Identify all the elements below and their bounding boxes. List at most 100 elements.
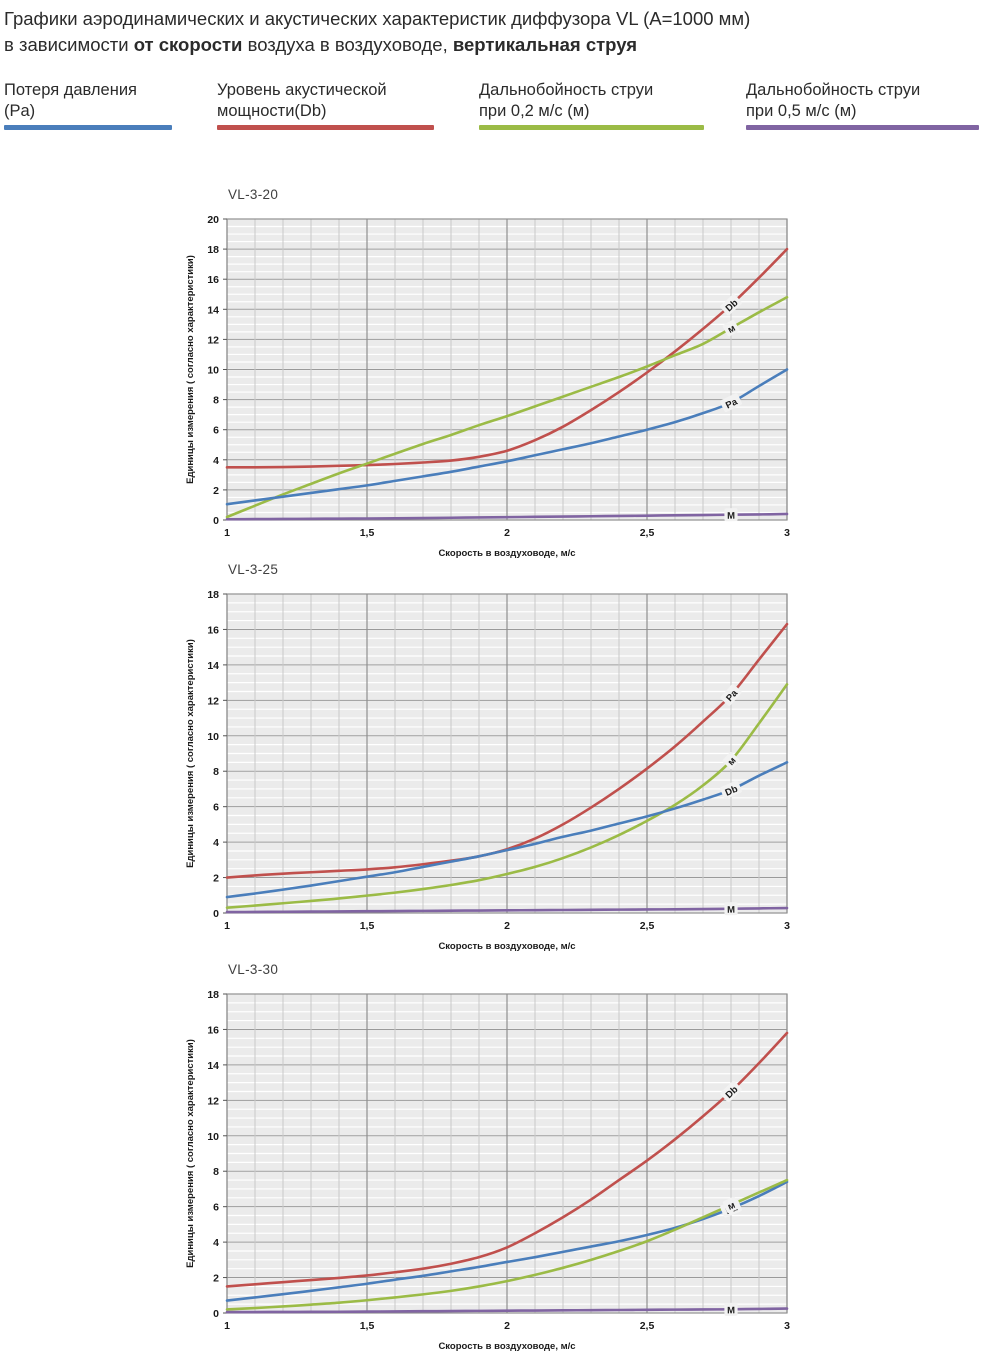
x-axis-tick-label: 2	[504, 1320, 510, 1332]
chart-block-vl-3-30: VL-3-30 0 2 4 6 8 10 12 14 16 18 1 1,5 2 2,5 3 Скорость…	[0, 960, 992, 1360]
legend-color-swatch	[4, 125, 172, 130]
y-axis-tick-label: 16	[207, 624, 219, 636]
series-line-Db	[225, 761, 789, 899]
legend-color-swatch	[479, 125, 704, 130]
series-label-background	[720, 393, 742, 413]
series-line-м	[225, 683, 789, 909]
x-axis-tick-label: 2,5	[640, 527, 655, 539]
x-axis-tick-label: 2	[504, 527, 510, 539]
series-end-label-Db: Db	[720, 780, 742, 799]
y-axis-tick-label: 0	[213, 515, 219, 527]
y-axis-tick-label: 0	[213, 908, 219, 920]
y-axis-tick-label: 18	[207, 989, 219, 1001]
series-line-Db	[225, 247, 789, 469]
series-label-text: М	[727, 1305, 735, 1316]
series-label-background	[724, 1302, 738, 1316]
y-axis-tick-label: 18	[207, 244, 219, 256]
title-line-2-part2: воздуха в воздуховоде,	[242, 34, 453, 55]
y-axis-tick-label: 16	[207, 274, 219, 286]
series-end-label-м: м	[722, 752, 740, 770]
y-axis-tick-label: 2	[213, 1273, 219, 1285]
legend-item-throw-05: Дальнобойность струи при 0,5 м/с (м)	[746, 80, 979, 130]
legend-color-swatch	[217, 125, 434, 130]
series-label-background	[724, 508, 738, 522]
y-axis-tick-label: 14	[207, 660, 219, 672]
x-axis-tick-label: 1	[224, 527, 230, 539]
y-axis-tick-label: 4	[213, 837, 219, 849]
x-axis-tick-label: 2,5	[640, 920, 655, 932]
series-end-label-м: м	[722, 319, 740, 337]
y-axis-tick-label: 10	[207, 731, 219, 743]
series-line-Db	[225, 1031, 789, 1288]
x-axis-title: Скорость в воздуховоде, м/с	[438, 1341, 575, 1352]
y-axis-tick-label: 8	[213, 766, 219, 778]
chart-canvas-1: 0 2 4 6 8 10 12 14 16 18 1 1,5 2 2,5 3 Скорость в возду…	[185, 589, 790, 952]
series-end-label-М: М	[724, 902, 738, 916]
series-label-background	[722, 1196, 740, 1213]
series-end-label-м: м	[722, 1196, 740, 1213]
series-label-background	[720, 294, 742, 316]
plot-area-border	[226, 593, 788, 914]
series-label-text: Db	[724, 784, 740, 799]
x-axis-tick-label: 1,5	[360, 1320, 375, 1332]
chart-canvas-2: 0 2 4 6 8 10 12 14 16 18 1 1,5 2 2,5 3 Скорость в возду…	[185, 989, 790, 1352]
x-axis-tick-label: 1,5	[360, 527, 375, 539]
series-label-background	[720, 780, 742, 799]
series-label-text: м	[726, 1200, 737, 1213]
x-axis-title: Скорость в воздуховоде, м/с	[438, 548, 575, 559]
series-line-Pa	[225, 368, 789, 506]
x-axis-tick-label: 3	[784, 920, 790, 932]
legend-item-label: Потеря давления (Pa)	[4, 81, 137, 120]
series-end-label-Pa: Pa	[720, 393, 742, 413]
y-axis-tick-label: 8	[213, 395, 219, 407]
y-axis-tick-label: 12	[207, 334, 219, 346]
series-label-text: м	[726, 323, 738, 336]
y-axis-tick-label: 6	[213, 425, 219, 437]
chart-block-vl-3-20: VL-3-20 0 2 4 6 8 10 12 14 16 18 20 1 1,5 2 2,5 3 Скорос…	[0, 185, 992, 560]
legend-item-sound-power: Уровень акустической мощности(Db)	[217, 80, 449, 130]
plot-area-border	[226, 993, 788, 1314]
x-axis-tick-label: 2,5	[640, 1320, 655, 1332]
y-axis-tick-label: 4	[213, 1237, 219, 1249]
y-axis-tick-label: 10	[207, 1131, 219, 1143]
legend-item-label: Дальнобойность струи при 0,5 м/с (м)	[746, 81, 921, 120]
legend-item-pressure-loss: Потеря давления (Pa)	[4, 80, 236, 130]
series-end-label-М: М	[724, 1302, 738, 1316]
page-title: Графики аэродинамических и акустических …	[4, 6, 984, 58]
chart-title: VL-3-25	[228, 562, 279, 577]
series-label-background	[722, 752, 740, 770]
series-line-м	[225, 1178, 789, 1311]
y-axis-tick-label: 20	[207, 214, 219, 226]
y-axis-tick-label: 2	[213, 485, 219, 497]
y-axis-tick-label: 6	[213, 802, 219, 814]
y-axis-tick-label: 14	[207, 304, 219, 316]
x-axis-tick-label: 3	[784, 527, 790, 539]
y-axis-tick-label: 12	[207, 1095, 219, 1107]
y-axis-tick-label: 16	[207, 1024, 219, 1036]
legend: Потеря давления (Pa) Уровень акустическо…	[0, 80, 992, 140]
y-axis-title: Единицы измерения ( согласно характерист…	[185, 1039, 196, 1268]
y-axis-tick-label: 4	[213, 455, 219, 467]
x-axis-tick-label: 3	[784, 1320, 790, 1332]
series-label-background	[722, 319, 740, 337]
y-axis-tick-label: 0	[213, 1308, 219, 1320]
y-axis-tick-label: 8	[213, 1166, 219, 1178]
chart-title: VL-3-30	[228, 962, 279, 977]
series-line-м	[225, 295, 789, 519]
y-axis-tick-label: 6	[213, 1202, 219, 1214]
series-line-М	[225, 512, 789, 521]
series-label-background	[720, 684, 742, 706]
series-label-background	[720, 1080, 742, 1103]
y-axis-tick-label: 10	[207, 365, 219, 377]
y-axis-tick-label: 2	[213, 873, 219, 885]
chart-block-vl-3-25: VL-3-25 0 2 4 6 8 10 12 14 16 18 1 1,5 2 2,5 3 Скорость…	[0, 560, 992, 960]
title-line-2-bold2: вертикальная струя	[452, 34, 638, 55]
chart-title: VL-3-20	[228, 187, 279, 202]
title-line-2-part1: в зависимости	[4, 34, 134, 55]
x-axis-tick-label: 1,5	[360, 920, 375, 932]
series-label-text: Pa	[724, 396, 740, 411]
series-line-М	[225, 1307, 789, 1314]
legend-item-throw-02: Дальнобойность струи при 0,2 м/с (м)	[479, 80, 711, 130]
series-label-background	[724, 902, 738, 916]
